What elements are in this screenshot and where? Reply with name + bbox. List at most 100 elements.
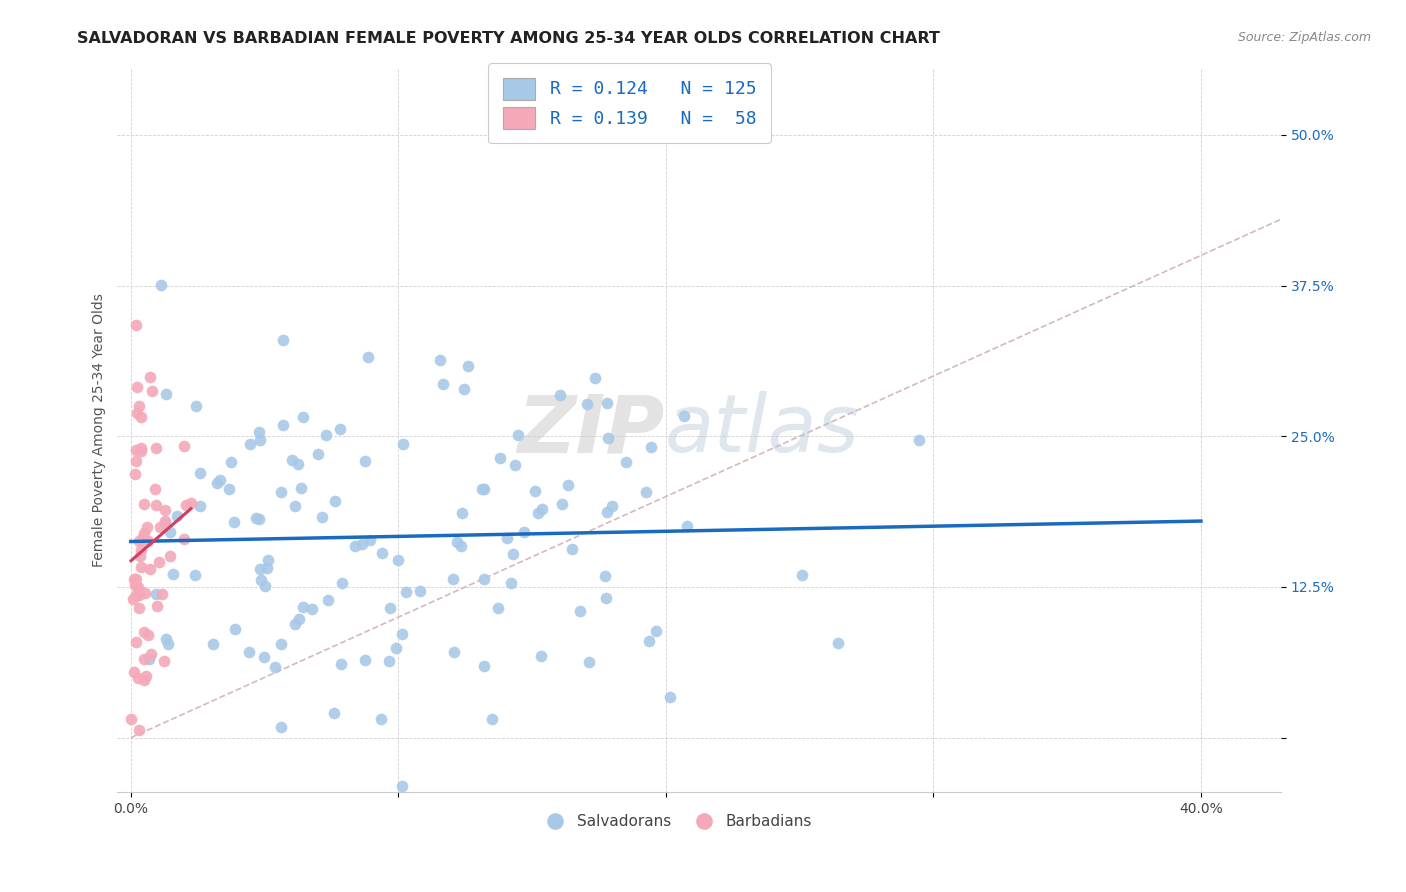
Legend: Salvadorans, Barbadians: Salvadorans, Barbadians — [534, 808, 818, 835]
Point — [323, 706, 346, 721]
Point — [135, 669, 157, 683]
Point — [502, 548, 524, 562]
Point — [132, 497, 155, 511]
Point — [329, 657, 352, 671]
Point — [505, 458, 527, 472]
Point — [153, 514, 176, 528]
Point — [125, 318, 148, 332]
Point — [125, 443, 148, 458]
Point — [218, 483, 240, 497]
Point — [263, 660, 285, 674]
Point — [247, 425, 270, 439]
Point — [287, 457, 309, 471]
Point — [523, 484, 546, 499]
Point — [530, 648, 553, 663]
Point — [602, 499, 624, 513]
Point — [371, 546, 394, 560]
Point — [139, 561, 162, 575]
Point — [370, 712, 392, 726]
Point — [145, 498, 167, 512]
Point — [307, 447, 329, 461]
Point — [122, 572, 145, 586]
Point — [658, 690, 681, 705]
Point — [173, 532, 195, 546]
Point — [318, 592, 340, 607]
Point — [128, 549, 150, 563]
Point — [150, 587, 173, 601]
Point — [245, 511, 267, 525]
Point — [127, 380, 149, 394]
Point — [129, 410, 152, 425]
Point — [569, 604, 592, 618]
Point — [138, 533, 160, 548]
Point — [173, 439, 195, 453]
Point — [152, 654, 174, 668]
Point — [256, 561, 278, 575]
Point — [120, 712, 142, 726]
Point — [134, 652, 156, 666]
Point — [343, 540, 366, 554]
Point — [205, 476, 228, 491]
Point — [489, 450, 512, 465]
Point — [239, 437, 262, 451]
Point — [495, 531, 517, 545]
Point — [387, 553, 409, 567]
Point — [129, 443, 152, 458]
Point — [249, 434, 271, 448]
Point — [125, 454, 148, 468]
Point — [357, 350, 380, 364]
Point — [290, 481, 312, 495]
Point — [183, 568, 205, 582]
Point — [146, 599, 169, 613]
Point — [451, 506, 474, 520]
Point — [132, 625, 155, 640]
Point — [453, 383, 475, 397]
Point — [595, 591, 617, 606]
Point — [253, 579, 276, 593]
Point — [162, 566, 184, 581]
Point — [128, 588, 150, 602]
Point — [595, 505, 617, 519]
Point — [250, 573, 273, 587]
Point — [385, 640, 408, 655]
Point — [122, 665, 145, 680]
Point — [127, 672, 149, 686]
Point — [315, 427, 337, 442]
Point — [595, 396, 617, 410]
Point — [576, 397, 599, 411]
Point — [395, 585, 418, 599]
Point — [219, 455, 242, 469]
Point — [138, 370, 160, 384]
Point — [472, 572, 495, 586]
Point — [222, 515, 245, 529]
Point — [201, 637, 224, 651]
Point — [124, 578, 146, 592]
Point — [596, 432, 619, 446]
Point — [270, 484, 292, 499]
Point — [593, 569, 616, 583]
Point — [257, 553, 280, 567]
Point — [124, 588, 146, 602]
Point — [129, 441, 152, 455]
Point — [472, 658, 495, 673]
Point — [457, 359, 479, 373]
Point — [188, 499, 211, 513]
Point — [149, 520, 172, 534]
Point — [128, 600, 150, 615]
Point — [156, 637, 179, 651]
Point — [548, 387, 571, 401]
Point — [354, 454, 377, 468]
Point — [645, 624, 668, 638]
Point — [638, 634, 661, 648]
Point — [188, 466, 211, 480]
Point — [429, 353, 451, 368]
Point — [583, 370, 606, 384]
Point — [330, 575, 353, 590]
Point — [391, 779, 413, 793]
Text: atlas: atlas — [665, 392, 859, 469]
Point — [128, 723, 150, 737]
Point — [122, 591, 145, 606]
Point — [325, 494, 347, 508]
Point — [359, 533, 381, 547]
Point — [247, 512, 270, 526]
